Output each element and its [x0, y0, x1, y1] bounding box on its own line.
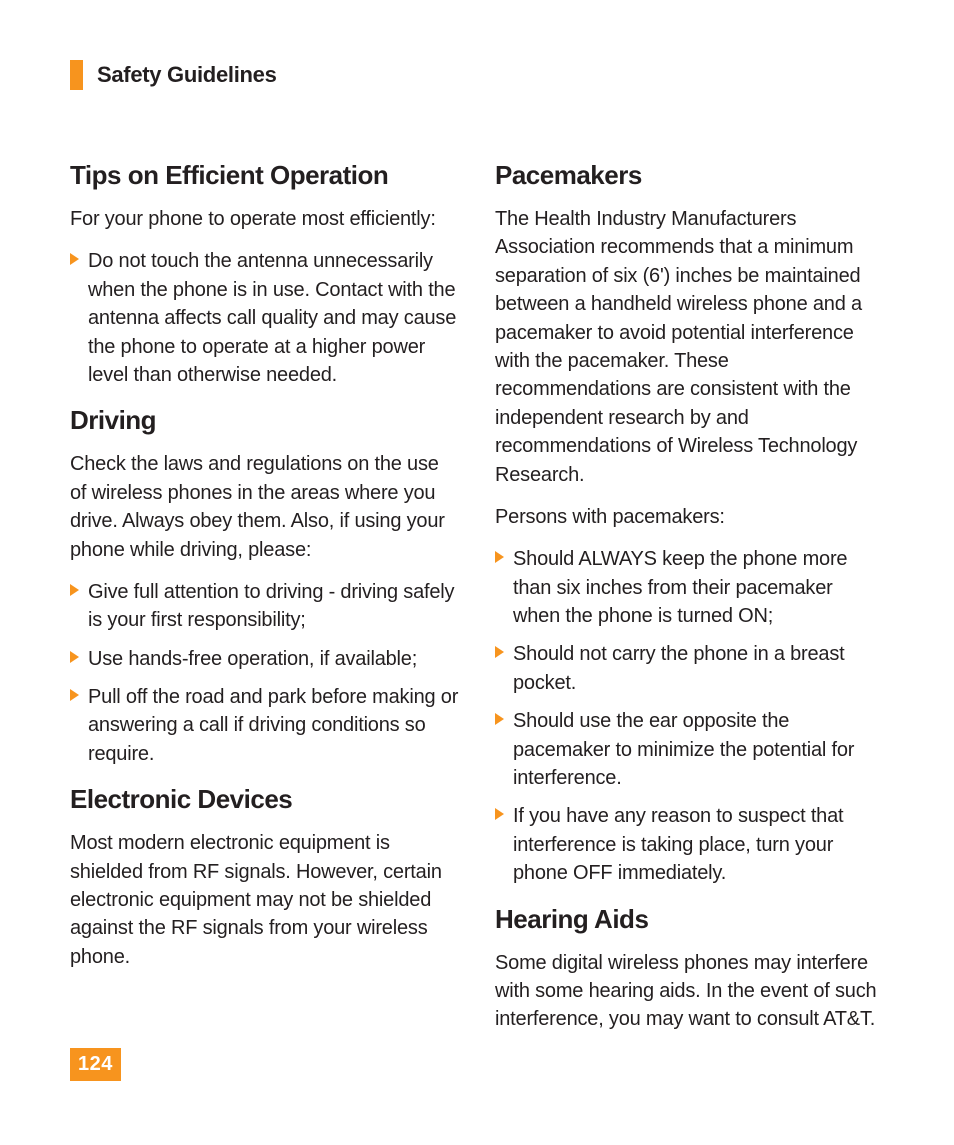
- triangle-bullet-icon: [70, 584, 79, 596]
- electronic-heading: Electronic Devices: [70, 784, 459, 815]
- pacemakers-heading: Pacemakers: [495, 160, 884, 191]
- header-accent-bar: [70, 60, 83, 90]
- driving-bullets: Give full attention to driving - driving…: [70, 578, 459, 768]
- list-item-text: Should not carry the phone in a breast p…: [513, 640, 884, 697]
- tips-heading: Tips on Efficient Operation: [70, 160, 459, 191]
- triangle-bullet-icon: [70, 689, 79, 701]
- driving-heading: Driving: [70, 405, 459, 436]
- list-item: If you have any reason to suspect that i…: [495, 802, 884, 887]
- pacemakers-sub: Persons with pacemakers:: [495, 503, 884, 531]
- list-item: Pull off the road and park before making…: [70, 683, 459, 768]
- triangle-bullet-icon: [70, 253, 79, 265]
- list-item-text: Do not touch the antenna unnecessarily w…: [88, 247, 459, 389]
- triangle-bullet-icon: [495, 551, 504, 563]
- list-item-text: Give full attention to driving - driving…: [88, 578, 459, 635]
- list-item-text: Should ALWAYS keep the phone more than s…: [513, 545, 884, 630]
- list-item-text: Pull off the road and park before making…: [88, 683, 459, 768]
- hearing-heading: Hearing Aids: [495, 904, 884, 935]
- pacemakers-intro: The Health Industry Manufacturers Associ…: [495, 205, 884, 489]
- hearing-intro: Some digital wireless phones may interfe…: [495, 949, 884, 1034]
- page-header: Safety Guidelines: [70, 60, 884, 90]
- triangle-bullet-icon: [495, 808, 504, 820]
- left-column: Tips on Efficient Operation For your pho…: [70, 160, 459, 1048]
- page-number: 124: [70, 1048, 121, 1081]
- tips-bullets: Do not touch the antenna unnecessarily w…: [70, 247, 459, 389]
- electronic-intro: Most modern electronic equipment is shie…: [70, 829, 459, 971]
- triangle-bullet-icon: [495, 646, 504, 658]
- list-item: Should not carry the phone in a breast p…: [495, 640, 884, 697]
- list-item: Use hands-free operation, if available;: [70, 645, 459, 673]
- list-item: Do not touch the antenna unnecessarily w…: [70, 247, 459, 389]
- triangle-bullet-icon: [70, 651, 79, 663]
- list-item: Should ALWAYS keep the phone more than s…: [495, 545, 884, 630]
- driving-intro: Check the laws and regulations on the us…: [70, 450, 459, 564]
- right-column: Pacemakers The Health Industry Manufactu…: [495, 160, 884, 1048]
- list-item-text: Use hands-free operation, if available;: [88, 645, 459, 673]
- list-item: Give full attention to driving - driving…: [70, 578, 459, 635]
- content-columns: Tips on Efficient Operation For your pho…: [70, 160, 884, 1048]
- list-item: Should use the ear opposite the pacemake…: [495, 707, 884, 792]
- tips-intro: For your phone to operate most efficient…: [70, 205, 459, 233]
- pacemakers-bullets: Should ALWAYS keep the phone more than s…: [495, 545, 884, 887]
- list-item-text: If you have any reason to suspect that i…: [513, 802, 884, 887]
- header-title: Safety Guidelines: [97, 62, 277, 88]
- list-item-text: Should use the ear opposite the pacemake…: [513, 707, 884, 792]
- triangle-bullet-icon: [495, 713, 504, 725]
